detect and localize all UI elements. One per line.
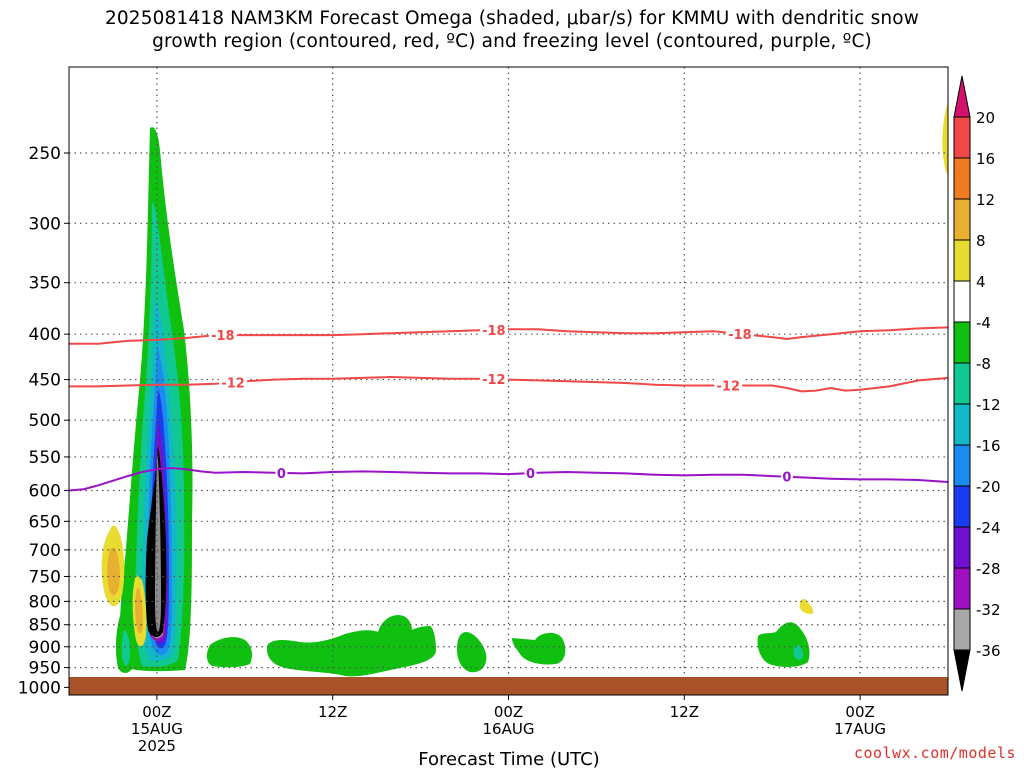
colorbar-segment: [953, 444, 971, 487]
pressure-tick-label: 450: [29, 371, 61, 391]
pressure-gridlines: [69, 152, 948, 688]
contour-label: 0: [782, 471, 791, 486]
contour-label: -18: [211, 329, 235, 344]
time-tick-label: 15AUG: [131, 720, 183, 738]
colorbar-label: -4: [976, 314, 991, 332]
colorbar-segment: [953, 403, 971, 446]
omega-shade-green-low-4: [456, 632, 487, 673]
colorbar-segment: [953, 198, 971, 241]
site-credit: coolwx.com/models: [853, 744, 1016, 762]
colorbar-label: -24: [976, 519, 1001, 537]
time-tick-label: 2025: [138, 737, 176, 755]
contour-line: [69, 466, 948, 492]
time-tick-label: 00Z: [845, 703, 874, 721]
colorbar-segment: [953, 526, 971, 569]
colorbar-top-arrow: [953, 75, 971, 118]
pressure-tick-label: 800: [29, 592, 61, 612]
colorbar-segment: [953, 321, 971, 364]
contour-label: -18: [728, 328, 752, 343]
omega-shade-teal-low-6: [793, 645, 803, 660]
colorbar-label: -12: [976, 396, 1001, 414]
omega-shading: [101, 102, 948, 677]
pressure-tick-label: 950: [29, 659, 61, 679]
colorbar-label: -36: [976, 642, 1001, 660]
contour-label-bg: [714, 378, 743, 393]
contour-label: -18: [482, 324, 506, 339]
pressure-tick-label: 1000: [18, 678, 61, 698]
colorbar-label: -8: [976, 355, 991, 373]
pressure-tick-label: 900: [29, 638, 61, 658]
time-tick-label: 17AUG: [834, 720, 886, 738]
pressure-tick-label: 250: [29, 144, 61, 164]
contour-label-bg: [524, 466, 537, 481]
omega-shade-yellow-right-mid: [799, 598, 814, 614]
contour-label: -12: [717, 380, 741, 395]
contour-lines: -18 -18 -18 -12 -12 -12 0 0 0: [69, 322, 948, 492]
colorbar-label: 12: [976, 191, 995, 209]
chart-title-line-2: growth region (contoured, red, ºC) and f…: [152, 31, 872, 52]
contour-label: 0: [526, 467, 535, 482]
time-tick-label: 00Z: [142, 703, 171, 721]
contour-label-bg: [208, 328, 237, 343]
pressure-tick-label: 650: [29, 512, 61, 532]
contour-label-bg: [725, 326, 754, 341]
colorbar-segment: [953, 485, 971, 528]
pressure-tick-label: 300: [29, 214, 61, 234]
contour-label-bg: [219, 375, 248, 390]
colorbar-segment: [953, 157, 971, 200]
colorbar-label: -28: [976, 560, 1001, 578]
colorbar-segment: [953, 567, 971, 610]
pressure-tick-label: 700: [29, 541, 61, 561]
pressure-tick-label: 500: [29, 411, 61, 431]
colorbar-segment: [953, 239, 971, 282]
pressure-axis: 2503003504004505005506006507007508008509…: [18, 144, 69, 698]
time-tick-label: 12Z: [670, 703, 699, 721]
colorbar-label: -32: [976, 601, 1001, 619]
colorbar-segment: [953, 362, 971, 405]
omega-shade-green-low-1: [206, 637, 253, 668]
contour-label-bg: [275, 465, 288, 480]
omega-shade-teal-left-inner: [121, 630, 130, 666]
colorbar-label: 8: [976, 232, 986, 250]
colorbar-segment: [953, 280, 971, 323]
time-tick-label: 12Z: [318, 703, 347, 721]
contour-label-bg: [780, 469, 793, 484]
time-tick-label: 00Z: [494, 703, 523, 721]
colorbar-label: -20: [976, 478, 1001, 496]
omega-shade-green-low-5: [512, 632, 566, 665]
colorbar-label: 16: [976, 150, 995, 168]
pressure-tick-label: 850: [29, 616, 61, 636]
omega-shade-white-center: [155, 455, 161, 632]
colorbar-label: 4: [976, 273, 986, 291]
time-gridlines: [156, 67, 861, 695]
omega-shade-green-low-3: [377, 615, 412, 640]
pressure-tick-label: 750: [29, 567, 61, 587]
contour-label: -12: [221, 376, 245, 391]
omega-shade-yellow-top-right: [942, 102, 948, 175]
pressure-tick-label: 400: [29, 325, 61, 345]
colorbar-segment: [953, 608, 971, 651]
contour-label-bg: [479, 372, 508, 387]
colorbar-bottom-arrow: [953, 649, 971, 692]
omega-colorbar: 20 16 12 8 4 -4 -8 -12 -16 -20 -24 -28 -32 -36: [953, 75, 1001, 692]
colorbar-label: 20: [976, 109, 995, 127]
pressure-tick-label: 600: [29, 481, 61, 501]
colorbar-label: -16: [976, 437, 1001, 455]
chart-title-line-1: 2025081418 NAM3KM Forecast Omega (shaded…: [104, 8, 920, 29]
contour-label-bg: [479, 322, 508, 337]
ground-surface: [69, 677, 948, 695]
omega-shade-orange-blob-1: [107, 548, 120, 596]
colorbar-segment: [953, 116, 971, 159]
time-tick-label: 16AUG: [483, 720, 535, 738]
contour-label: -12: [482, 373, 506, 388]
pressure-tick-label: 550: [29, 448, 61, 468]
x-axis-label: Forecast Time (UTC): [418, 749, 599, 768]
contour-label: 0: [277, 467, 286, 482]
pressure-tick-label: 350: [29, 274, 61, 294]
omega-shade-orange-blob-2: [135, 588, 143, 634]
